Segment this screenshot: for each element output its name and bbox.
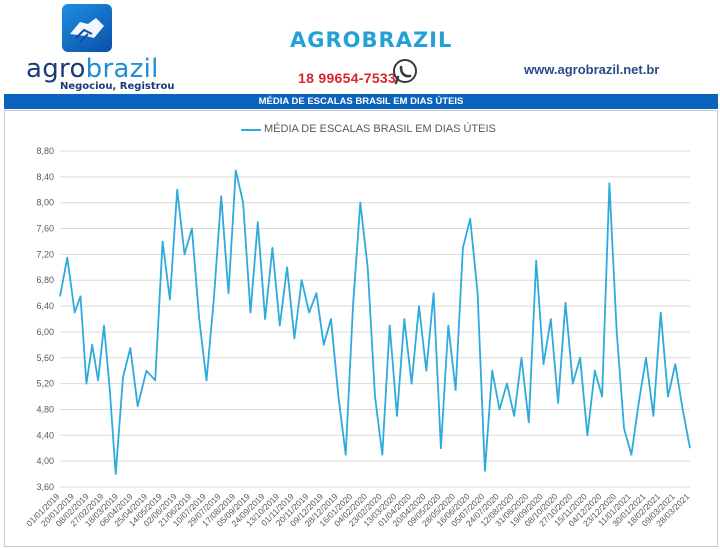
y-tick-label: 6,40 <box>36 301 54 311</box>
series-line <box>59 169 691 476</box>
phone-number[interactable]: 18 99654-7533 <box>298 70 397 86</box>
y-tick-label: 5,20 <box>36 379 54 389</box>
tagline: Negociou, Registrou <box>60 81 175 92</box>
y-tick-label: 5,60 <box>36 353 54 363</box>
chart-area <box>4 110 718 547</box>
y-tick-label: 7,60 <box>36 224 54 234</box>
chart-banner-title: MÉDIA DE ESCALAS BRASIL EM DIAS ÚTEIS <box>4 94 718 109</box>
y-tick-label: 8,80 <box>36 146 54 156</box>
handshake-icon <box>62 4 112 52</box>
y-tick-label: 4,80 <box>36 404 54 414</box>
website-link[interactable]: www.agrobrazil.net.br <box>524 62 660 77</box>
y-tick-label: 6,80 <box>36 275 54 285</box>
y-tick-label: 8,40 <box>36 172 54 182</box>
whatsapp-icon[interactable] <box>391 58 419 86</box>
legend-swatch <box>241 129 261 131</box>
header: agrobrazil Negociou, Registrou AGROBRAZI… <box>0 0 720 92</box>
y-tick-label: 4,00 <box>36 456 54 466</box>
y-tick-label: 3,60 <box>36 482 54 492</box>
brand-part1: agro <box>26 54 86 84</box>
y-tick-label: 7,20 <box>36 249 54 259</box>
brand-logo-text: agrobrazil <box>26 54 159 84</box>
y-tick-label: 4,40 <box>36 430 54 440</box>
company-name: AGROBRAZIL <box>290 28 453 52</box>
y-tick-label: 6,00 <box>36 327 54 337</box>
y-tick-label: 8,00 <box>36 198 54 208</box>
brand-part2: brazil <box>85 54 159 84</box>
legend-label: MÉDIA DE ESCALAS BRASIL EM DIAS ÚTEIS <box>264 123 496 135</box>
